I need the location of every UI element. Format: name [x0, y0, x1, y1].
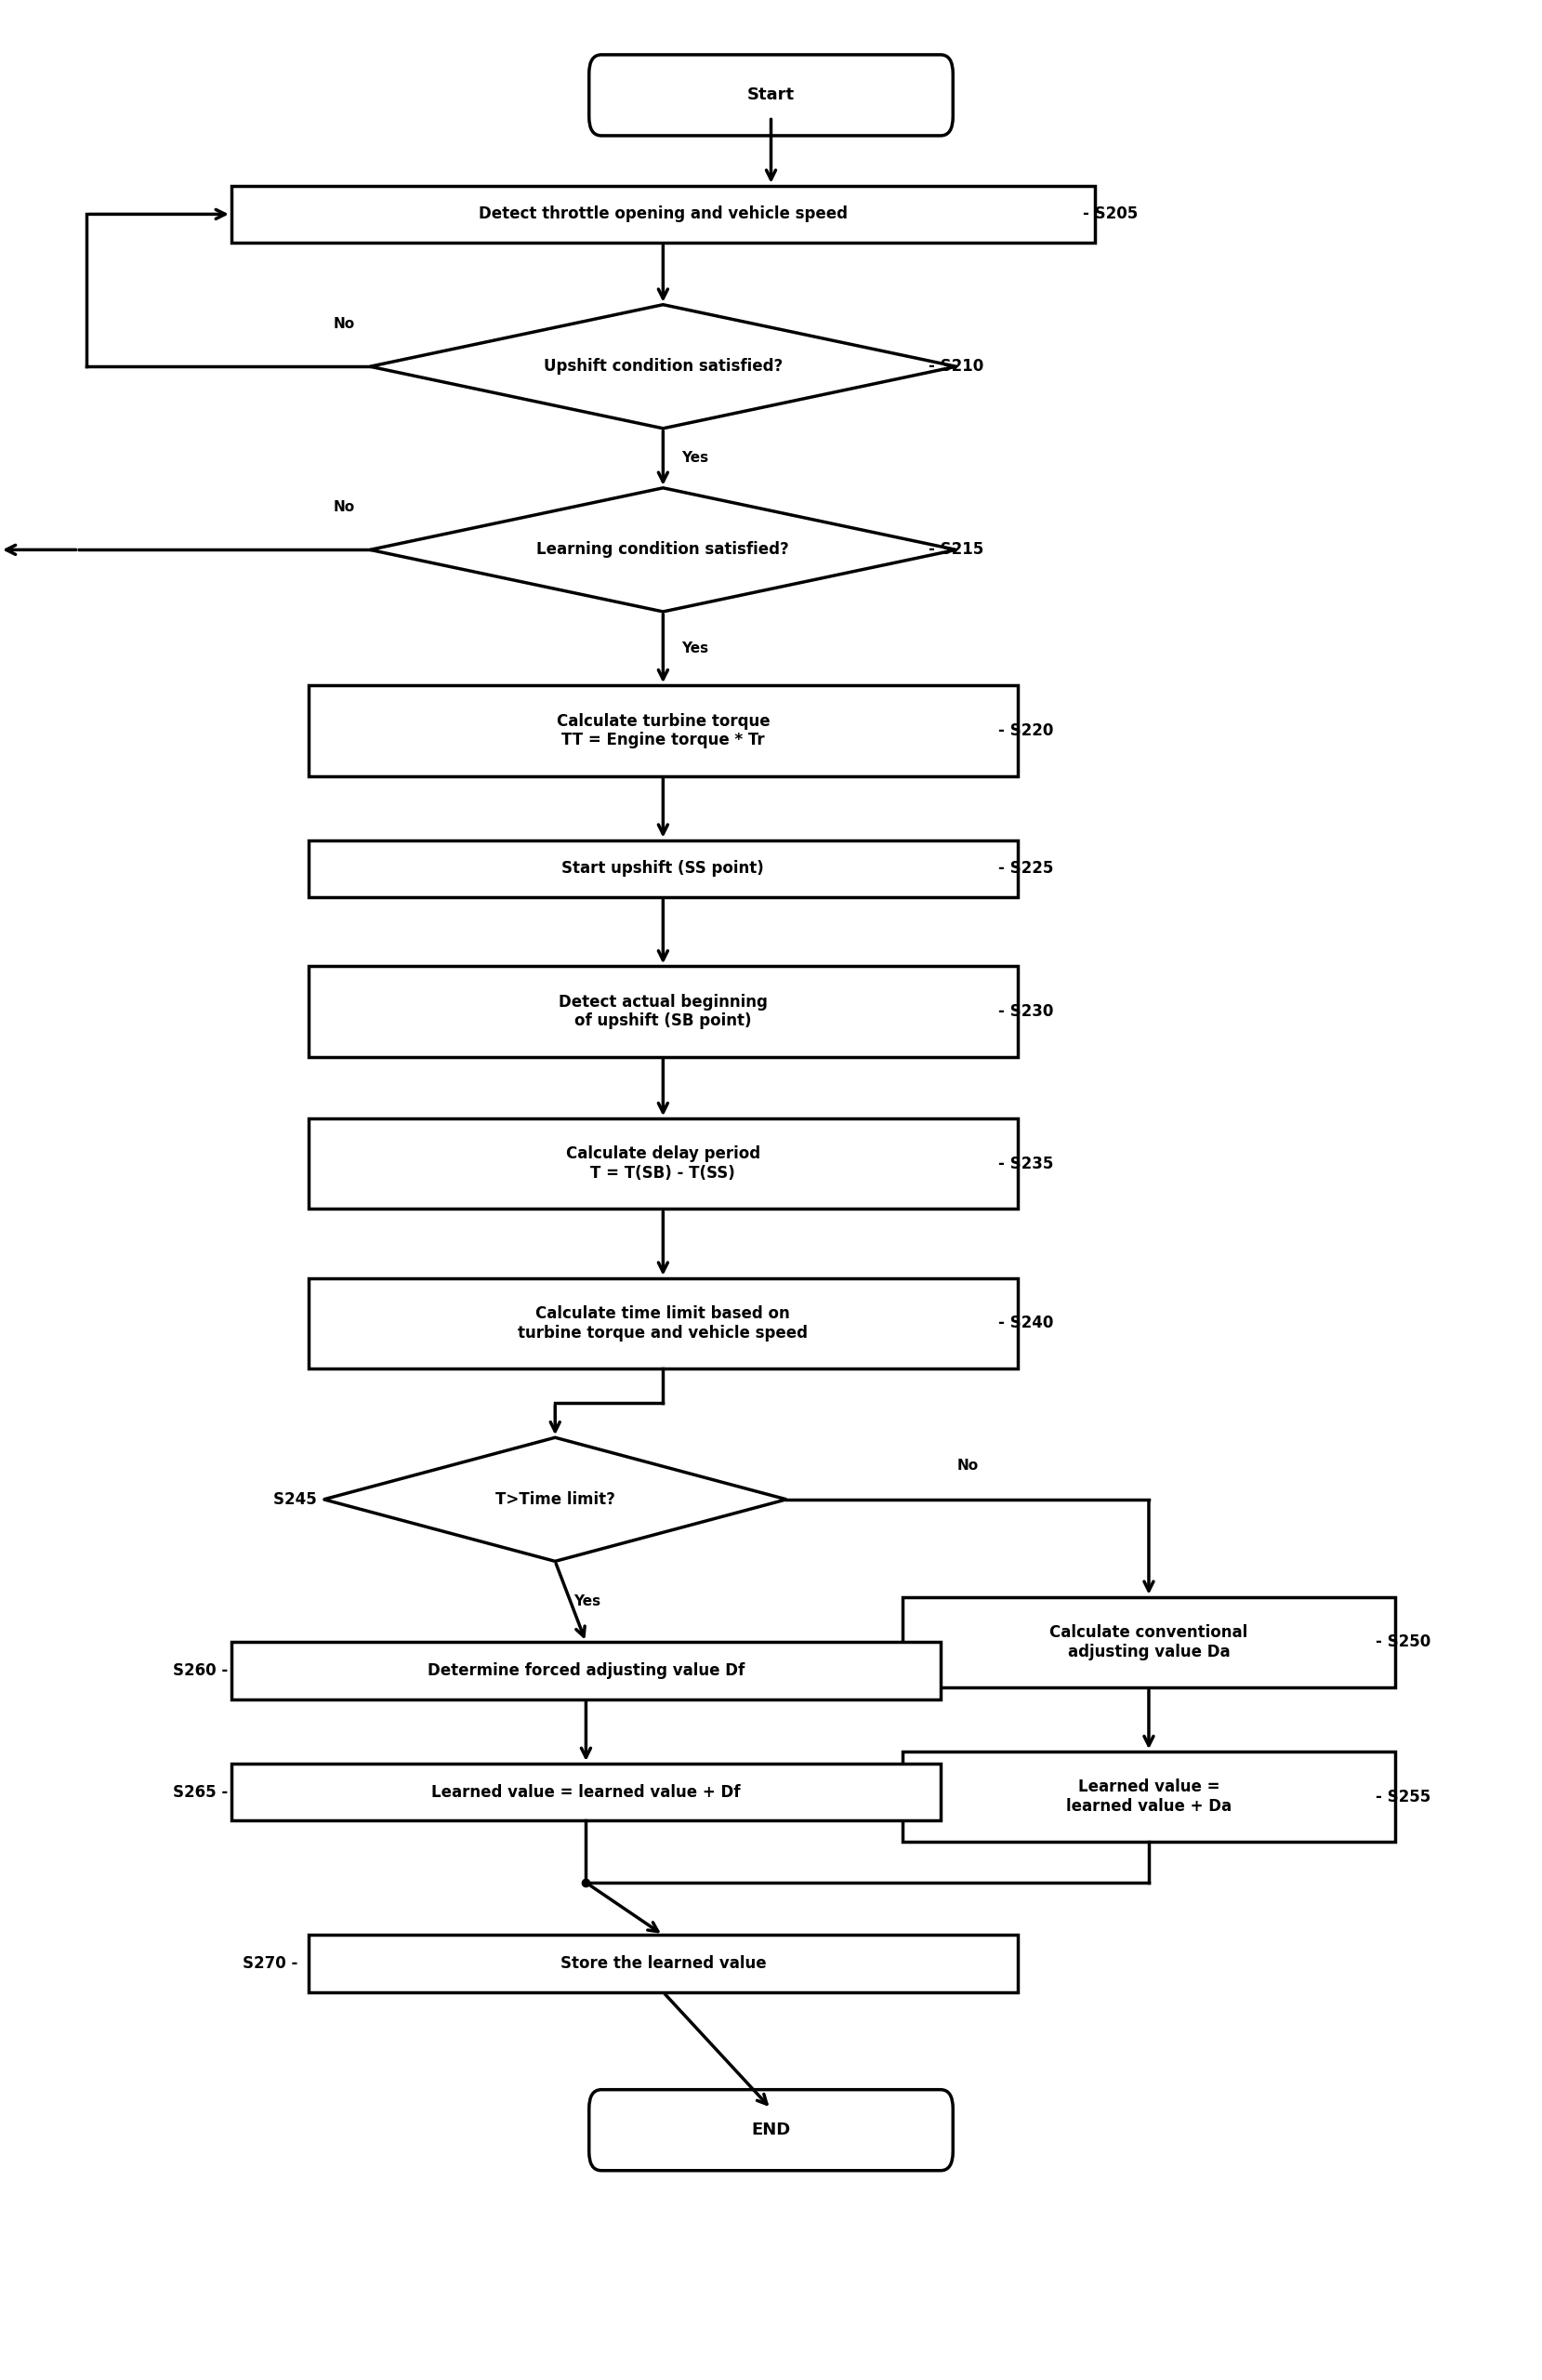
- Text: - S240: - S240: [998, 1314, 1053, 1333]
- Text: - S235: - S235: [998, 1154, 1053, 1173]
- Text: - S230: - S230: [998, 1002, 1053, 1021]
- Text: Learning condition satisfied?: Learning condition satisfied?: [537, 540, 790, 559]
- Text: S245 -: S245 -: [273, 1490, 328, 1509]
- Bar: [308, 840, 1018, 897]
- Bar: [308, 966, 1018, 1057]
- Text: Calculate delay period
T = T(SB) - T(SS): Calculate delay period T = T(SB) - T(SS): [566, 1145, 760, 1183]
- Text: Yes: Yes: [682, 452, 709, 464]
- Text: S260 -: S260 -: [173, 1661, 228, 1680]
- Text: Learned value = learned value + Df: Learned value = learned value + Df: [432, 1783, 740, 1802]
- Bar: [902, 1752, 1396, 1842]
- Bar: [308, 1119, 1018, 1209]
- Text: - S225: - S225: [998, 859, 1053, 878]
- Polygon shape: [324, 1438, 786, 1561]
- Text: Yes: Yes: [574, 1595, 601, 1609]
- Polygon shape: [370, 305, 956, 428]
- Text: Upshift condition satisfied?: Upshift condition satisfied?: [543, 357, 783, 376]
- Bar: [231, 1642, 941, 1699]
- Bar: [308, 1935, 1018, 1992]
- Text: END: END: [751, 2121, 791, 2140]
- Text: Calculate turbine torque
TT = Engine torque * Tr: Calculate turbine torque TT = Engine tor…: [557, 712, 769, 750]
- Bar: [231, 186, 1095, 243]
- Text: - S215: - S215: [928, 540, 984, 559]
- Text: S265 -: S265 -: [173, 1783, 228, 1802]
- Text: Detect throttle opening and vehicle speed: Detect throttle opening and vehicle spee…: [478, 205, 848, 224]
- Bar: [308, 1278, 1018, 1368]
- Text: Detect actual beginning
of upshift (SB point): Detect actual beginning of upshift (SB p…: [558, 992, 768, 1031]
- Text: T>Time limit?: T>Time limit?: [495, 1490, 615, 1509]
- Text: - S210: - S210: [928, 357, 984, 376]
- Text: - S205: - S205: [1082, 205, 1138, 224]
- Bar: [308, 685, 1018, 776]
- Text: Calculate conventional
adjusting value Da: Calculate conventional adjusting value D…: [1050, 1623, 1247, 1661]
- Bar: [231, 1764, 941, 1821]
- FancyBboxPatch shape: [589, 55, 953, 136]
- Text: - S250: - S250: [1375, 1633, 1431, 1652]
- Text: - S220: - S220: [998, 721, 1053, 740]
- Text: No: No: [958, 1459, 978, 1473]
- Text: Calculate time limit based on
turbine torque and vehicle speed: Calculate time limit based on turbine to…: [518, 1304, 808, 1342]
- Text: S270 -: S270 -: [242, 1954, 298, 1973]
- Text: - S255: - S255: [1375, 1787, 1431, 1806]
- Text: No: No: [333, 317, 355, 331]
- Text: Store the learned value: Store the learned value: [560, 1954, 766, 1973]
- Text: Start: Start: [748, 86, 794, 105]
- Bar: [902, 1597, 1396, 1687]
- Text: No: No: [333, 500, 355, 514]
- Polygon shape: [370, 488, 956, 612]
- Text: Determine forced adjusting value Df: Determine forced adjusting value Df: [427, 1661, 745, 1680]
- Text: Learned value =
learned value + Da: Learned value = learned value + Da: [1066, 1778, 1232, 1816]
- Text: Yes: Yes: [682, 643, 709, 654]
- FancyBboxPatch shape: [589, 2090, 953, 2171]
- Text: Start upshift (SS point): Start upshift (SS point): [561, 859, 765, 878]
